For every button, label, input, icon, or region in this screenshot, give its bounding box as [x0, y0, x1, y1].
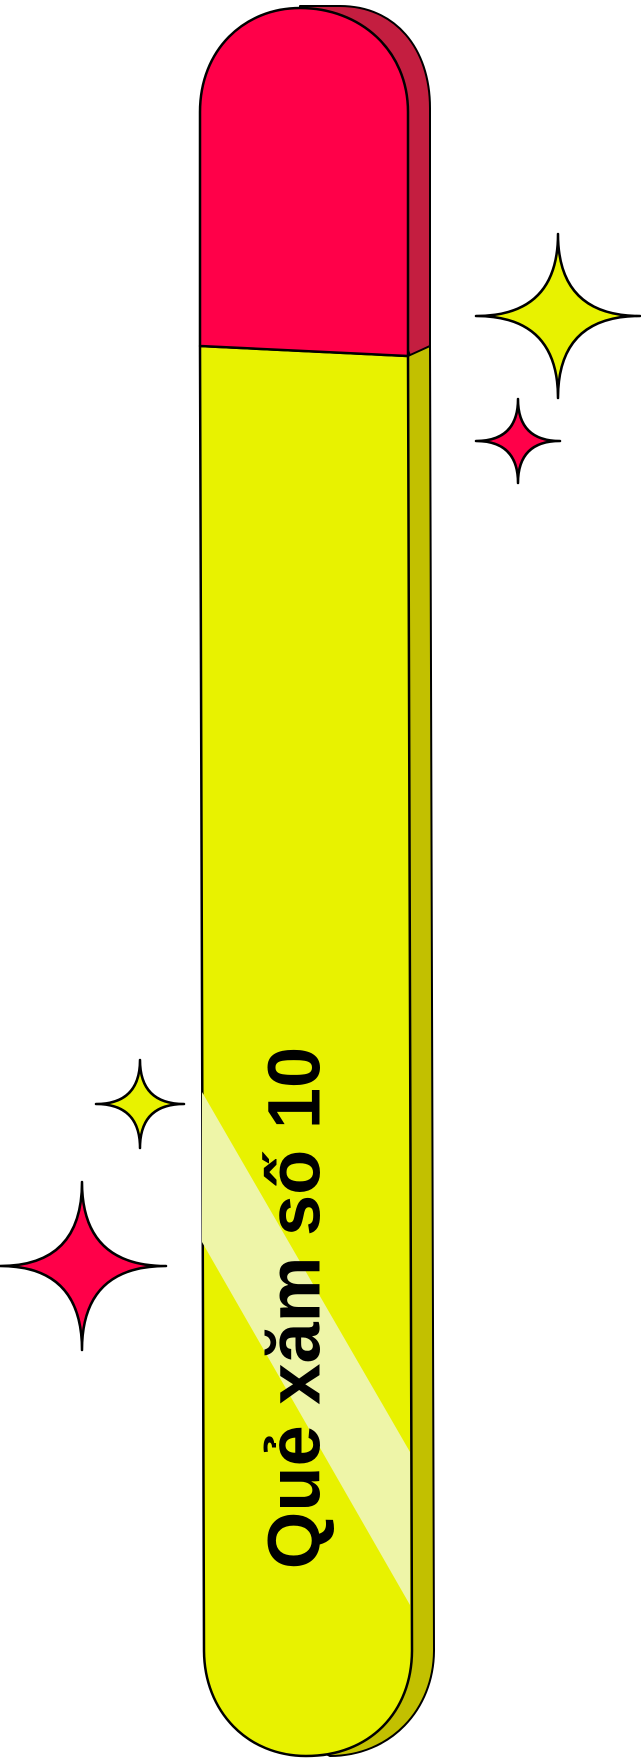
- stick-highlight: [202, 1092, 410, 1605]
- sparkle-icon: [0, 1180, 168, 1352]
- stick-top-cap: [198, 6, 410, 358]
- sparkle-icon: [94, 1058, 186, 1150]
- sparkle-icon: [474, 397, 562, 485]
- fortune-stick: Quẻ xăm số 10: [198, 5, 435, 1758]
- sparkle-icon: [474, 232, 641, 400]
- stick-body-side: [321, 345, 435, 1757]
- stick-label: Quẻ xăm số 10: [253, 1047, 336, 1569]
- sparkles: [0, 232, 641, 1352]
